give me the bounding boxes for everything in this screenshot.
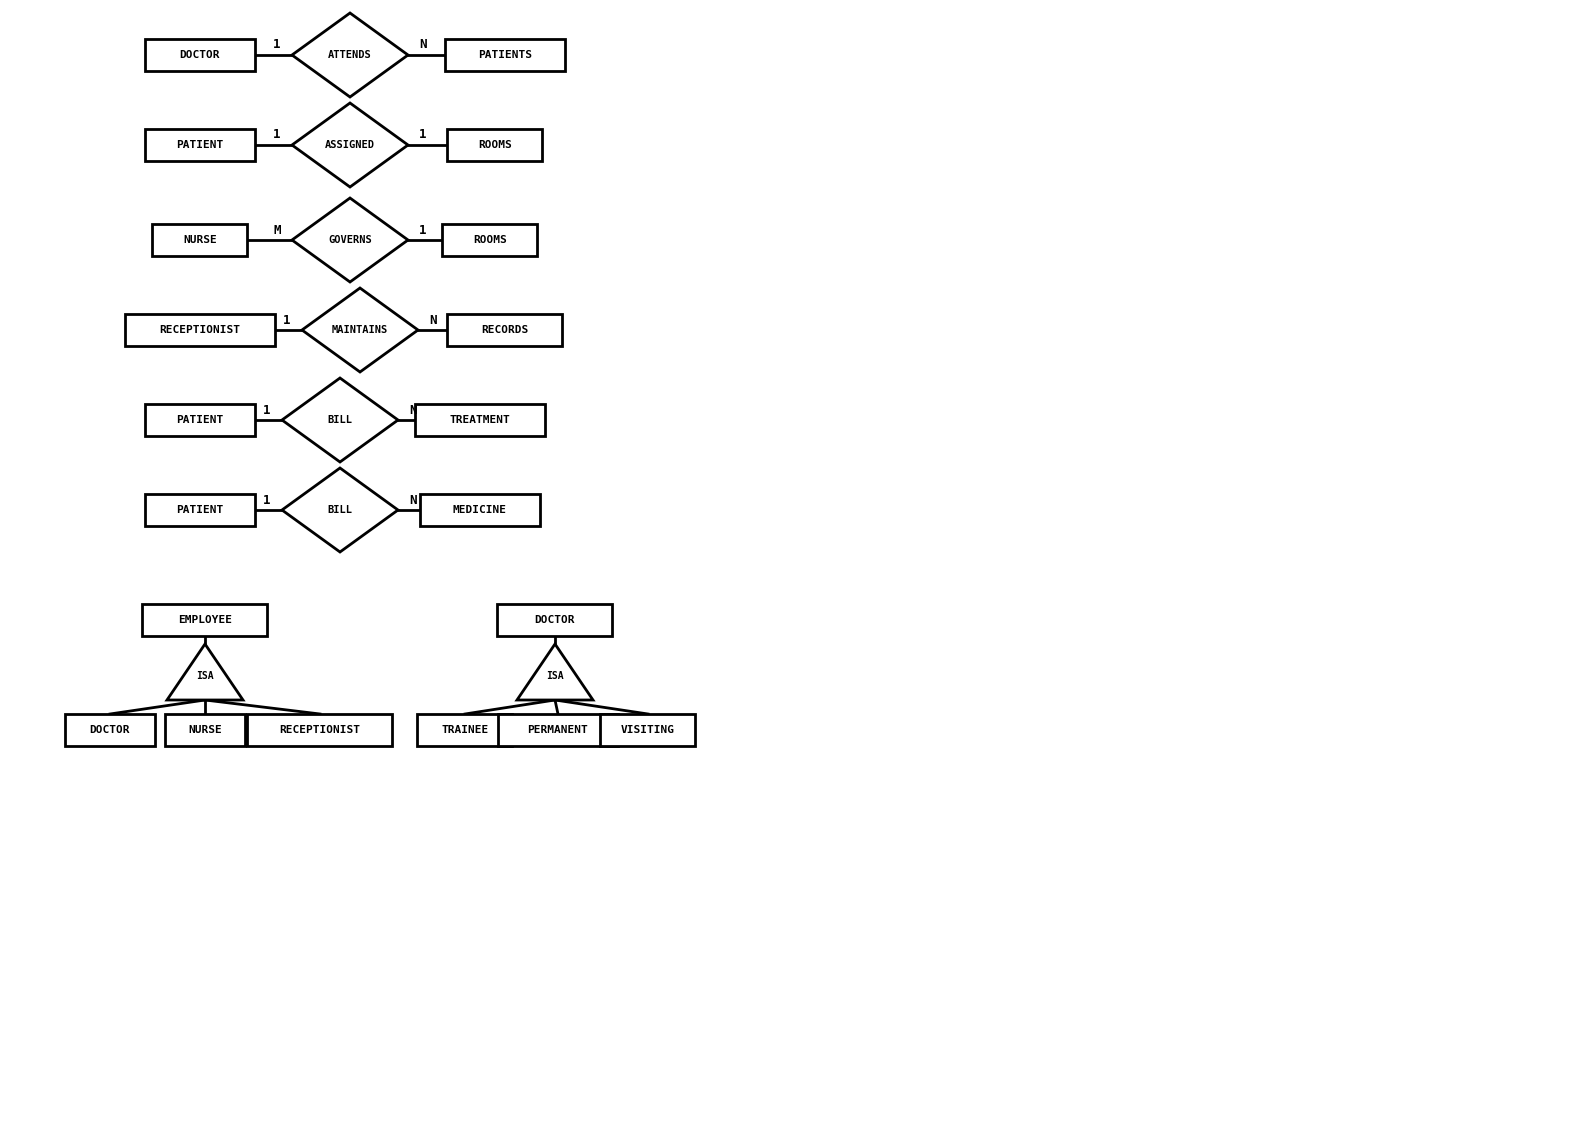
- Text: N: N: [410, 404, 416, 416]
- Text: DOCTOR: DOCTOR: [180, 50, 220, 60]
- Text: PERMANENT: PERMANENT: [528, 725, 588, 735]
- FancyBboxPatch shape: [142, 604, 268, 636]
- FancyBboxPatch shape: [145, 494, 255, 526]
- Text: 1: 1: [273, 129, 281, 141]
- Text: DOCTOR: DOCTOR: [534, 614, 575, 625]
- FancyBboxPatch shape: [145, 404, 255, 435]
- Text: TREATMENT: TREATMENT: [450, 415, 510, 425]
- Polygon shape: [282, 469, 398, 552]
- FancyBboxPatch shape: [448, 129, 542, 161]
- Text: RECEPTIONIST: RECEPTIONIST: [279, 725, 360, 735]
- Text: 1: 1: [263, 494, 271, 506]
- Text: GOVERNS: GOVERNS: [328, 235, 371, 245]
- Text: NURSE: NURSE: [188, 725, 222, 735]
- Text: 1: 1: [284, 314, 290, 326]
- FancyBboxPatch shape: [65, 714, 155, 746]
- Text: N: N: [410, 494, 416, 506]
- Text: 1: 1: [263, 404, 271, 416]
- Text: 1: 1: [419, 223, 427, 236]
- FancyBboxPatch shape: [414, 404, 545, 435]
- Polygon shape: [292, 198, 408, 282]
- Text: MEDICINE: MEDICINE: [453, 505, 507, 515]
- Text: PATIENT: PATIENT: [177, 505, 223, 515]
- Text: DOCTOR: DOCTOR: [89, 725, 131, 735]
- Text: VISITING: VISITING: [622, 725, 674, 735]
- Text: M: M: [273, 223, 281, 236]
- FancyBboxPatch shape: [124, 314, 276, 347]
- FancyBboxPatch shape: [497, 714, 618, 746]
- Text: ASSIGNED: ASSIGNED: [325, 140, 375, 150]
- Text: 1: 1: [419, 129, 427, 141]
- Polygon shape: [301, 288, 418, 372]
- FancyBboxPatch shape: [166, 714, 245, 746]
- FancyBboxPatch shape: [153, 223, 247, 256]
- FancyBboxPatch shape: [448, 314, 563, 347]
- FancyBboxPatch shape: [418, 714, 513, 746]
- Polygon shape: [292, 13, 408, 97]
- Text: RECORDS: RECORDS: [481, 325, 529, 335]
- Text: BILL: BILL: [327, 415, 352, 425]
- Text: ATTENDS: ATTENDS: [328, 50, 371, 60]
- Text: BILL: BILL: [327, 505, 352, 515]
- Text: N: N: [429, 314, 437, 326]
- Polygon shape: [292, 103, 408, 187]
- Text: PATIENT: PATIENT: [177, 415, 223, 425]
- Text: PATIENTS: PATIENTS: [478, 50, 532, 60]
- Polygon shape: [282, 378, 398, 462]
- FancyBboxPatch shape: [145, 39, 255, 71]
- Text: TRAINEE: TRAINEE: [442, 725, 489, 735]
- Text: NURSE: NURSE: [183, 235, 217, 245]
- FancyBboxPatch shape: [247, 714, 392, 746]
- Text: ISA: ISA: [196, 671, 214, 681]
- Text: EMPLOYEE: EMPLOYEE: [179, 614, 233, 625]
- Text: ROOMS: ROOMS: [478, 140, 512, 150]
- Text: MAINTAINS: MAINTAINS: [332, 325, 387, 335]
- FancyBboxPatch shape: [145, 129, 255, 161]
- Text: ISA: ISA: [547, 671, 564, 681]
- Text: ROOMS: ROOMS: [473, 235, 507, 245]
- Polygon shape: [167, 644, 242, 700]
- FancyBboxPatch shape: [443, 223, 537, 256]
- Text: RECEPTIONIST: RECEPTIONIST: [159, 325, 241, 335]
- Text: 1: 1: [273, 39, 281, 51]
- FancyBboxPatch shape: [445, 39, 564, 71]
- FancyBboxPatch shape: [497, 604, 612, 636]
- FancyBboxPatch shape: [419, 494, 540, 526]
- Polygon shape: [516, 644, 593, 700]
- FancyBboxPatch shape: [601, 714, 695, 746]
- Text: N: N: [419, 39, 427, 51]
- Text: PATIENT: PATIENT: [177, 140, 223, 150]
